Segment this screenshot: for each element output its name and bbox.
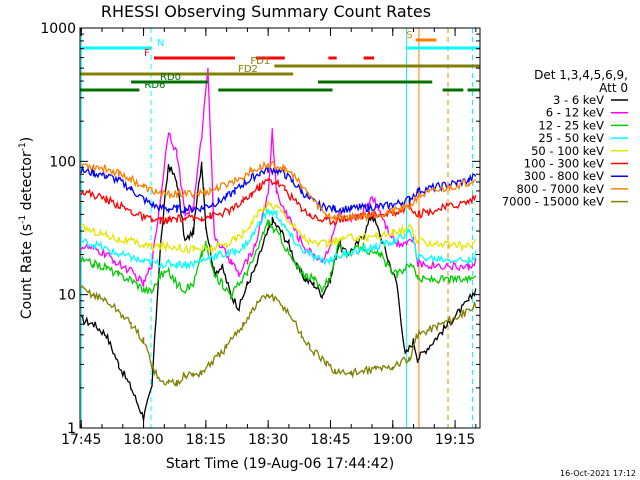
- legend-label-5: 100 - 300 keV: [524, 157, 604, 171]
- series-lines: [80, 67, 477, 421]
- legend-label-4: 50 - 100 keV: [531, 144, 604, 158]
- y-axis-label: Count Rate (s-1 detector-1): [18, 137, 35, 319]
- x-tick-label-5: 19:00: [373, 432, 413, 448]
- y-tick-label-2: 100: [49, 154, 76, 170]
- legend-label-6: 300 - 800 keV: [524, 169, 604, 183]
- plot-frame: [79, 27, 481, 429]
- legend-header-1: Det 1,3,4,5,6,9,: [534, 68, 628, 82]
- flag-label-0: N: [157, 38, 164, 49]
- flag-label-3: FD1: [250, 56, 270, 67]
- y-tick-label-1: 10: [58, 288, 76, 304]
- y-axis-label-sup2: -1: [18, 142, 28, 151]
- legend-header-2: Att 0: [599, 81, 628, 95]
- legend-label-1: 6 - 12 keV: [546, 106, 604, 120]
- flag-label-4: FD2: [238, 64, 258, 75]
- legend-label-2: 12 - 25 keV: [538, 118, 604, 132]
- flag-label-6: RD6: [144, 80, 165, 91]
- y-axis-label-main: Count Rate (s: [19, 224, 35, 319]
- legend-label-3: 25 - 50 keV: [538, 131, 604, 145]
- legend-label-0: 3 - 6 keV: [553, 93, 604, 107]
- x-tick-label-3: 18:30: [248, 432, 288, 448]
- y-tick-label-0: 1: [67, 421, 76, 437]
- y-tick-label-3: 1000: [40, 21, 76, 37]
- y-axis-label-mid: detector: [19, 151, 35, 215]
- series-line-7: [81, 160, 476, 224]
- flag-label-2: F: [144, 48, 150, 59]
- series-line-8: [80, 285, 477, 387]
- series-line-2: [80, 219, 477, 301]
- flag-label-1: S: [406, 30, 412, 41]
- x-tick-label-4: 18:45: [310, 432, 350, 448]
- series-line-4: [80, 200, 477, 254]
- x-tick-label-1: 18:00: [123, 432, 163, 448]
- series-line-3: [80, 207, 477, 270]
- flag-label-5: RD0: [160, 72, 181, 83]
- series-line-1: [80, 67, 477, 287]
- series-line-0: [81, 161, 477, 421]
- y-axis-label-end: ): [19, 137, 35, 142]
- y-axis-label-sup1: -1: [18, 215, 28, 224]
- chart-title: RHESSI Observing Summary Count Rates: [101, 2, 431, 21]
- x-axis-label: Start Time (19-Aug-06 17:44:42): [166, 456, 394, 472]
- legend-label-7: 800 - 7000 keV: [516, 182, 604, 196]
- x-tick-label-0: 17:45: [61, 432, 101, 448]
- legend-label-8: 7000 - 15000 keV: [502, 195, 604, 209]
- footer-timestamp: 16-Oct-2021 17:12: [560, 469, 636, 478]
- x-tick-label-6: 19:15: [435, 432, 475, 448]
- axis-ticks: 17:45 18:00 18:15 18:30 18:45 19:00 19:15 1 10 10…: [40, 21, 480, 448]
- x-tick-label-2: 18:15: [186, 432, 226, 448]
